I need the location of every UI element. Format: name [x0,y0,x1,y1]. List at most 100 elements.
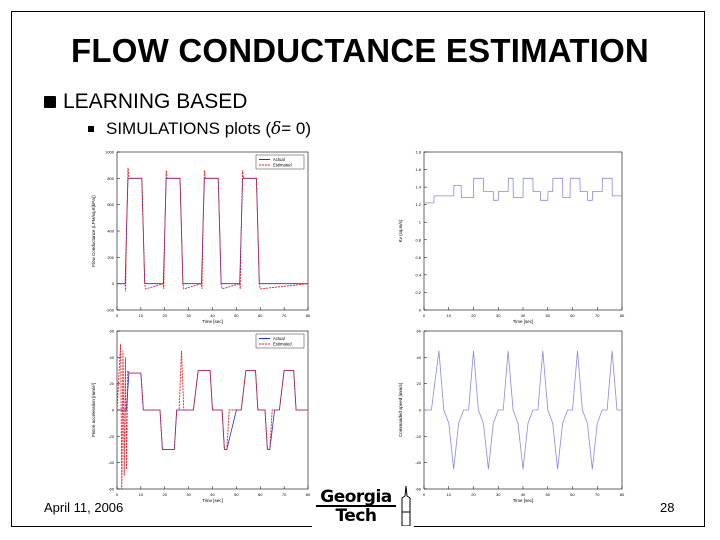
y-tick-label: 0 [112,281,115,286]
bullet2-prefix: SIMULATIONS plots ( [106,119,271,138]
x-tick-label: 70 [282,313,287,318]
footer-date: April 11, 2006 [44,500,124,515]
chart-2: 0 10 20 30 40 50 60 70 80 0 0.2 0.4 0.6 0.8 1 1.2 1.4 1.6… [398,150,625,325]
x-tick-label: 50 [234,492,239,497]
logo-line-tech: Tech [335,506,377,526]
x-tick-label: 50 [546,313,551,318]
page-number: 28 [660,500,675,515]
x-tick-label: 10 [447,492,452,497]
x-tick-label: 70 [595,492,600,497]
y-tick-label: 60 [417,329,422,334]
y-tick-label: 400 [107,229,114,234]
x-tick-label: 60 [258,492,263,497]
y-tick-label: 60 [110,329,115,334]
y-tick-label: 0 [112,408,115,413]
bullet-q-icon [44,96,56,108]
x-tick-label: 30 [496,313,501,318]
x-tick-label: 60 [570,492,575,497]
chart-1: 0 10 20 30 40 50 60 70 80-20002004006008001000Ti… [91,150,311,325]
series-line-main [424,177,622,204]
x-axis-label: Time [sec] [202,498,223,503]
y-tick-label: -40 [415,460,422,465]
x-tick-label: 60 [258,313,263,318]
y-tick-label: -60 [108,487,115,492]
x-tick-label: 10 [139,492,144,497]
x-tick-label: 70 [282,492,287,497]
bullet-learning-based: LEARNING BASED [44,90,247,114]
x-tick-label: 20 [471,313,476,318]
y-tick-label: -20 [415,434,422,439]
y-tick-label: 600 [107,202,114,207]
x-axis-label: Time [sec] [513,498,534,503]
x-axis-label: Time [sec] [513,319,534,324]
x-tick-label: 40 [521,313,526,318]
logo-underline [316,505,396,507]
chart-4: 0 10 20 30 40 50 60 70 80 -60 -40 -20 0 20 40 60 Time [s… [398,329,625,504]
x-tick-label: 40 [210,313,215,318]
series-line-estimated [116,344,308,490]
y-axis-label: Commanded speed [mm/s] [398,383,403,437]
y-tick-label: 1000 [105,150,115,155]
bullet-simulations: SIMULATIONS plots (δ = 0) [88,119,311,139]
y-tick-label: -20 [108,434,115,439]
x-tick-label: 0 [116,313,119,318]
bullet1-text: LEARNING BASED [63,90,248,113]
bullet-square-icon [88,126,94,132]
x-tick-label: 80 [306,313,311,318]
y-tick-label: 0.2 [415,290,421,295]
x-tick-label: 30 [186,313,191,318]
logo-line-georgia: Georgia [320,487,392,507]
y-tick-label: 1.2 [415,202,421,207]
y-tick-label: 0 [419,308,422,313]
y-tick-label: -60 [415,487,422,492]
x-tick-label: 0 [423,492,426,497]
y-tick-label: 0.8 [415,237,421,242]
x-tick-label: 20 [471,492,476,497]
chart-2-frame [423,151,623,311]
y-tick-label: 1.8 [415,150,421,155]
y-tick-label: 0.4 [415,272,421,277]
y-tick-label: 1 [419,220,422,225]
y-tick-label: 800 [107,176,114,181]
x-tick-label: 80 [620,492,625,497]
y-tick-label: 0 [419,408,422,413]
y-tick-label: 0.6 [415,255,421,260]
x-tick-label: 40 [521,492,526,497]
x-tick-label: 50 [234,313,239,318]
chart-3: 0 10 20 30 40 50 60 70 80 -60 -40 -20 0 20 40 60 Time [s… [91,329,311,504]
series-line-estimated [117,167,309,292]
y-tick-label: 20 [417,381,422,386]
tech-tower-icon [401,486,411,526]
y-axis-label: Kv (sq.m/s) [398,219,403,242]
x-tick-label: 20 [163,313,168,318]
y-tick-label: 40 [110,355,115,360]
legend-entry-actual: Actual [273,336,285,341]
series-line-main [424,350,622,470]
x-tick-label: 10 [447,313,452,318]
slide-title: FLOW CONDUCTANCE ESTIMATION [71,32,649,69]
legend-entry-estimated: Estimated [273,342,292,347]
chart-4-frame [423,330,623,490]
x-tick-label: 80 [620,313,625,318]
georgia-tech-logo: Georgia Tech [312,484,414,528]
x-tick-label: 0 [423,313,426,318]
x-tick-label: 30 [186,492,191,497]
x-axis-label: Time [sec] [202,319,223,324]
y-axis-label: Flow Conductance (LPM/sq.rt(kPa)) [91,195,96,267]
y-tick-label: 200 [107,255,114,260]
y-axis-label: Piston acceleration [mm/s²] [91,383,96,437]
delta-symbol: δ [271,119,282,139]
x-tick-label: 70 [595,313,600,318]
x-tick-label: 0 [116,492,119,497]
x-tick-label: 60 [570,313,575,318]
y-tick-label: -200 [106,308,115,313]
x-tick-label: 10 [139,313,144,318]
x-tick-label: 40 [210,492,215,497]
x-tick-label: 30 [496,492,501,497]
y-tick-label: 20 [110,381,115,386]
legend-entry-estimated: Estimated [273,163,292,168]
y-tick-label: -40 [108,460,115,465]
y-tick-label: 1.6 [415,167,421,172]
legend-entry-actual: Actual [273,157,285,162]
